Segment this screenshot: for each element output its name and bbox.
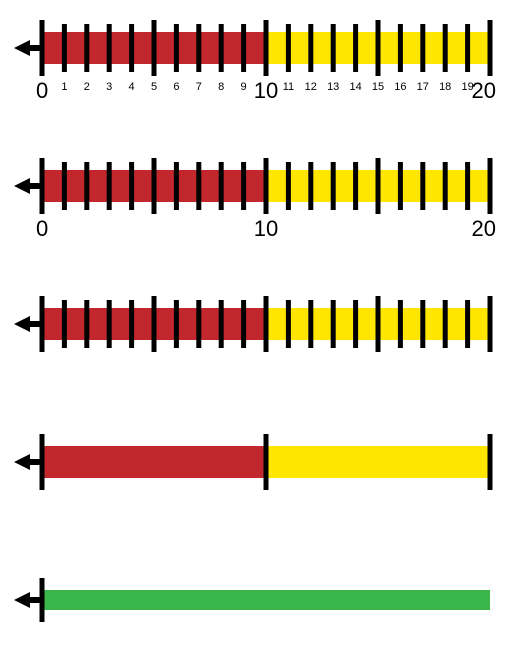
number-line-bar1: 12345678911121314151617181901020 [14,20,496,103]
diagram-container: 1234567891112131415161718190102001020 [0,0,508,668]
tick-label-minor: 11 [283,81,294,93]
arrow-head-icon [14,454,30,470]
tick-label-major: 20 [472,78,496,103]
tick-label-minor: 12 [305,81,317,93]
tick-label-minor: 2 [84,81,90,93]
tick-label-minor: 13 [327,81,339,93]
tick-label-major: 20 [472,216,496,241]
tick-label-minor: 3 [106,81,112,93]
tick-label-minor: 16 [394,81,406,93]
tick-label-major: 10 [254,78,278,103]
tick-label-major: 10 [254,216,278,241]
tick-label-major: 0 [36,78,48,103]
tick-label-minor: 14 [349,81,361,93]
tick-label-minor: 8 [218,81,224,93]
tick-label-minor: 17 [417,81,429,93]
bar-segment [42,590,490,610]
tick-label-minor: 1 [61,81,67,93]
tick-label-minor: 7 [196,81,202,93]
arrow-head-icon [14,40,30,56]
tick-label-minor: 9 [241,81,247,93]
number-line-bar5 [14,578,490,622]
tick-label-minor: 18 [439,81,451,93]
number-line-bar2: 0 10 20 [14,158,496,241]
arrow-head-icon [14,178,30,194]
tick-label-major: 0 [36,216,48,241]
arrow-head-icon [14,592,30,608]
tick-label-minor: 15 [372,81,384,93]
arrow-head-icon [14,316,30,332]
number-line-bar3 [14,296,490,352]
bar-segment [266,446,490,478]
number-line-bar4 [14,434,490,490]
tick-label-minor: 5 [151,81,157,93]
bar-segment [42,446,266,478]
number-line-diagram: 1234567891112131415161718190102001020 [0,0,508,668]
tick-label-minor: 6 [173,81,179,93]
tick-label-minor: 4 [129,81,135,93]
